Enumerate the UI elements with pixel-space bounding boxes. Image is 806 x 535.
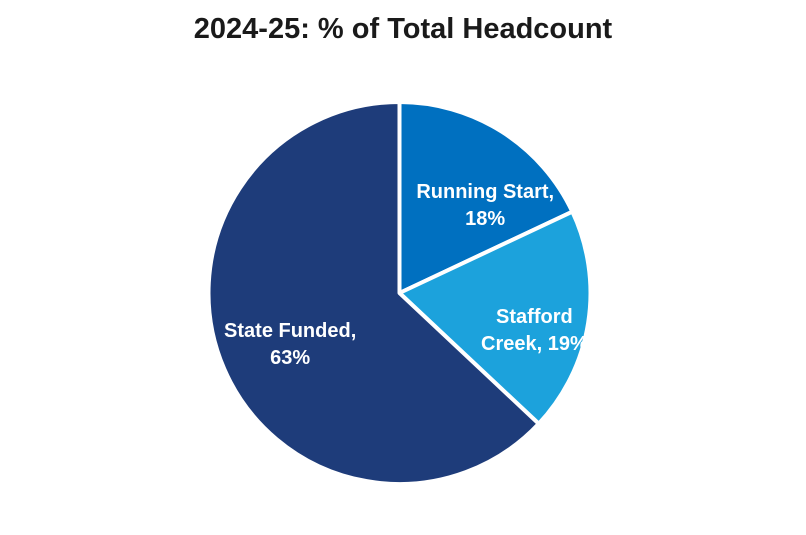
pie-slice-running-start [397, 100, 575, 295]
chart-title: 2024-25: % of Total Headcount [193, 13, 613, 45]
pie-slice-state-funded [206, 100, 541, 486]
pie-slice-stafford-creek [397, 209, 593, 426]
